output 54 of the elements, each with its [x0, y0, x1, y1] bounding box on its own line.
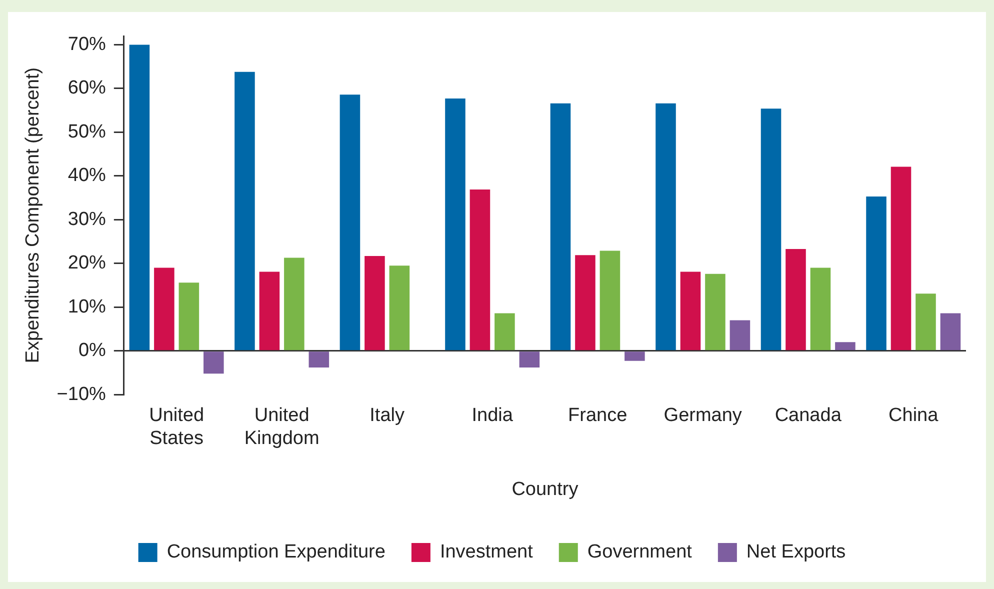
bar [129, 44, 150, 350]
bar [308, 352, 330, 368]
x-tick-label: Canada [774, 405, 842, 426]
bar [866, 196, 886, 350]
legend-label: Consumption Expenditure [166, 542, 386, 563]
bar [810, 268, 831, 350]
bar [575, 255, 596, 350]
y-tick-label: 30% [68, 208, 106, 230]
bar [730, 320, 750, 350]
bar [494, 313, 515, 350]
x-tick-label: China [888, 405, 939, 426]
x-tick-label: France [568, 405, 628, 426]
bar [786, 248, 806, 350]
y-tick-label: 60% [68, 78, 106, 99]
x-tick-label: Italy [370, 405, 405, 426]
bar [340, 94, 360, 350]
y-tick-label: 20% [68, 252, 106, 274]
x-tick-label: India [472, 405, 514, 426]
x-tick-label: United States [149, 405, 204, 450]
bar [470, 190, 490, 350]
bar [284, 258, 304, 350]
bar [389, 266, 410, 350]
bar [835, 342, 856, 350]
bar [916, 294, 936, 350]
bar [550, 103, 571, 350]
bar [760, 108, 782, 350]
bar [624, 352, 645, 361]
y-axis-title: Expenditures Component (percent) [22, 67, 44, 364]
bar [445, 98, 466, 350]
legend-label: Net Exports [746, 542, 846, 563]
bar [259, 272, 280, 350]
bar [656, 103, 676, 350]
x-tick-label: United Kingdom [244, 405, 320, 450]
legend-label: Investment [440, 542, 534, 563]
y-tick-label: 70% [68, 34, 106, 55]
bar [890, 166, 912, 350]
x-tick-label: Germany [664, 405, 742, 426]
y-tick-label: 0% [78, 340, 106, 362]
bar [940, 313, 961, 350]
bar [364, 256, 385, 350]
bar [178, 282, 200, 350]
legend-label: Government [587, 542, 693, 563]
bar [204, 352, 224, 374]
y-tick-label: 40% [68, 165, 106, 186]
bar [705, 274, 726, 350]
bar [600, 250, 620, 350]
y-tick-label: −10% [56, 384, 106, 405]
x-axis-title: Country [512, 478, 579, 500]
bar [234, 72, 255, 350]
bar [519, 352, 540, 368]
bar [154, 268, 174, 350]
y-tick-label: 50% [68, 121, 106, 142]
bar [680, 272, 701, 350]
y-tick-label: 10% [68, 296, 106, 318]
